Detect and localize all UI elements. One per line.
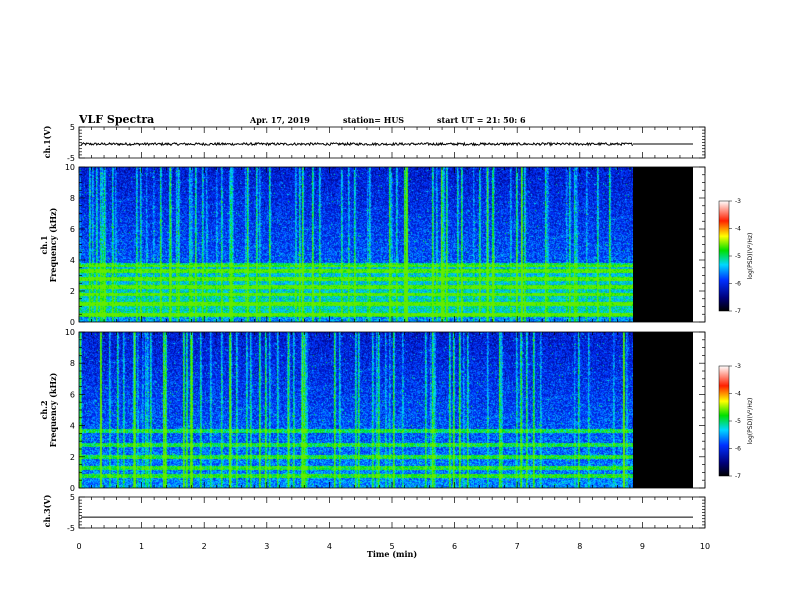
y-tick-label: 10 xyxy=(65,328,75,337)
x-tick-label: 8 xyxy=(577,542,582,551)
y-tick-label: 8 xyxy=(70,194,75,203)
waveform-trace xyxy=(80,141,633,147)
ch3-waveform-panel: 5 -5 xyxy=(67,493,706,533)
start-time-label: start UT = 21: 50: 6 xyxy=(437,115,526,125)
station-label: station= HUS xyxy=(343,115,404,125)
chart-title: VLF Spectra xyxy=(78,113,154,126)
ch1-colorbar: log(PSD)(V²/Hz) -3 -4 -5 -6 -7 xyxy=(718,198,754,315)
x-tick-label: 7 xyxy=(515,542,520,551)
colorbar-tick-label: -6 xyxy=(735,446,741,453)
colorbar-tick-label: -3 xyxy=(735,198,741,205)
ch3-waveform-ylabel: ch.3(V) xyxy=(42,494,52,527)
ch1-spectrogram-ylabel: Frequency (kHz) xyxy=(48,207,58,282)
colorbar-tick-label: -4 xyxy=(735,391,741,398)
y-tick-label: 4 xyxy=(70,422,75,431)
y-tick-label: 0 xyxy=(70,318,75,327)
colorbar-tick-label: -5 xyxy=(735,253,741,260)
y-tick-label: 2 xyxy=(70,287,75,296)
spectrogram-image xyxy=(79,332,633,488)
ch1-spectrogram-ylabel-top: ch.1 xyxy=(39,235,49,254)
y-tick-label: 5 xyxy=(70,123,75,132)
ch2-colorbar-gradient xyxy=(718,365,730,477)
colorbar-tick-label: -5 xyxy=(735,418,741,425)
x-tick-label: 2 xyxy=(202,542,207,551)
ch2-colorbar: log(PSD)(V²/Hz) -3 -4 -5 -6 -7 xyxy=(718,363,754,480)
colorbar-tick-label: -3 xyxy=(735,363,741,370)
spectrogram-canvas xyxy=(79,332,633,488)
colorbar-tick-label: -7 xyxy=(735,308,741,315)
ch2-spectrogram-ylabel-top: ch.2 xyxy=(39,400,49,419)
no-data-region xyxy=(633,332,693,488)
ch1-colorbar-label: log(PSD)(V²/Hz) xyxy=(747,233,754,280)
ch2-spectrogram-ylabel: Frequency (kHz) xyxy=(48,372,58,447)
x-tick-label: 5 xyxy=(389,542,394,551)
y-tick-label: 2 xyxy=(70,453,75,462)
colorbar-tick-label: -7 xyxy=(735,473,741,480)
ch2-spectrogram-panel: 0 2 4 6 8 10 xyxy=(65,328,706,493)
date-label: Apr. 17, 2019 xyxy=(249,115,310,125)
ch1-waveform-panel: 5 -5 xyxy=(67,123,706,163)
x-tick-label: 4 xyxy=(327,542,332,551)
colorbar-tick-label: -4 xyxy=(735,226,741,233)
y-tick-label: 6 xyxy=(70,390,75,399)
x-axis-label: Time (min) xyxy=(367,549,417,559)
spectrogram-canvas xyxy=(79,167,633,322)
no-data-region xyxy=(633,167,693,322)
ch1-colorbar-gradient xyxy=(718,200,730,312)
y-tick-label: 8 xyxy=(70,359,75,368)
x-tick-label: 1 xyxy=(139,542,144,551)
x-tick-label: 9 xyxy=(640,542,645,551)
ch1-waveform-ylabel: ch.1(V) xyxy=(42,125,52,158)
x-tick-label: 6 xyxy=(452,542,457,551)
y-tick-label: -5 xyxy=(67,524,75,533)
x-tick-label: 0 xyxy=(76,542,81,551)
ch1-spectrogram-panel: 0 2 4 6 8 10 xyxy=(65,163,706,327)
spectrogram-image xyxy=(79,167,633,322)
colorbar-tick-label: -6 xyxy=(735,281,741,288)
y-tick-label: 6 xyxy=(70,225,75,234)
x-tick-label: 3 xyxy=(264,542,269,551)
y-tick-label: -5 xyxy=(67,154,75,163)
x-axis: 0 1 2 3 4 5 6 7 8 9 10 xyxy=(76,542,710,551)
y-tick-label: 0 xyxy=(70,484,75,493)
ch2-colorbar-label: log(PSD)(V²/Hz) xyxy=(747,398,754,445)
x-tick-label: 10 xyxy=(700,542,710,551)
y-tick-label: 4 xyxy=(70,256,75,265)
y-tick-label: 5 xyxy=(70,493,75,502)
y-tick-label: 10 xyxy=(65,163,75,172)
